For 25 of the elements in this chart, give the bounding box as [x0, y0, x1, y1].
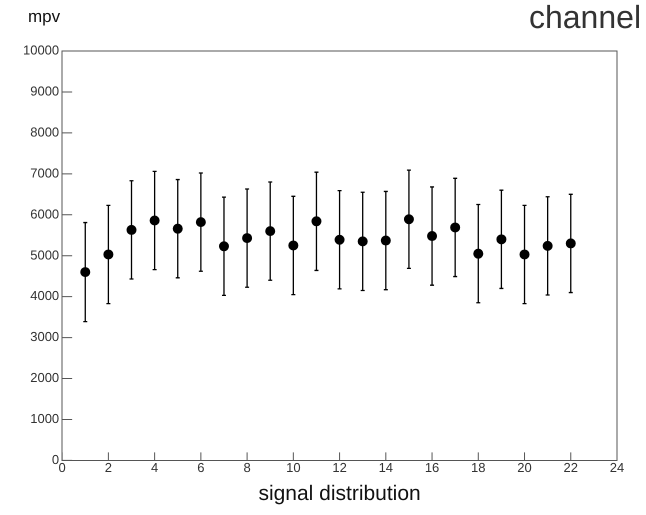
x-tick-label: 24	[610, 460, 624, 475]
y-tick-label: 9000	[30, 84, 60, 99]
x-tick-label: 6	[197, 460, 204, 475]
x-tick-label: 14	[378, 460, 394, 475]
x-tick-label: 2	[104, 460, 112, 475]
y-tick-label: 1000	[30, 411, 60, 426]
text: signal distribution	[258, 482, 421, 505]
x-tick-label: 16	[424, 460, 440, 475]
x-tick-label: 10	[286, 460, 301, 475]
y-axis-title: mpv	[28, 7, 61, 26]
y-tick-label: 3000	[30, 329, 60, 344]
y-tick-label: 8000	[30, 124, 60, 140]
y-tick-label: 6000	[30, 206, 60, 222]
x-tick-label: 22	[564, 460, 578, 475]
x-tick-label: 4	[151, 460, 158, 475]
x-tick-label: 18	[471, 460, 486, 475]
x-tick-label: 12	[332, 460, 347, 475]
y-tick-label: 10000	[22, 42, 60, 58]
y-tick-label: 7000	[30, 165, 60, 180]
y-tick-label: 4000	[30, 288, 60, 304]
y-tick-label: 5000	[30, 247, 60, 262]
x-tick-label: 8	[243, 460, 251, 475]
x-tick-label: 20	[517, 460, 532, 475]
text: channel	[528, 0, 642, 35]
y-tick-label: 2000	[30, 370, 60, 386]
